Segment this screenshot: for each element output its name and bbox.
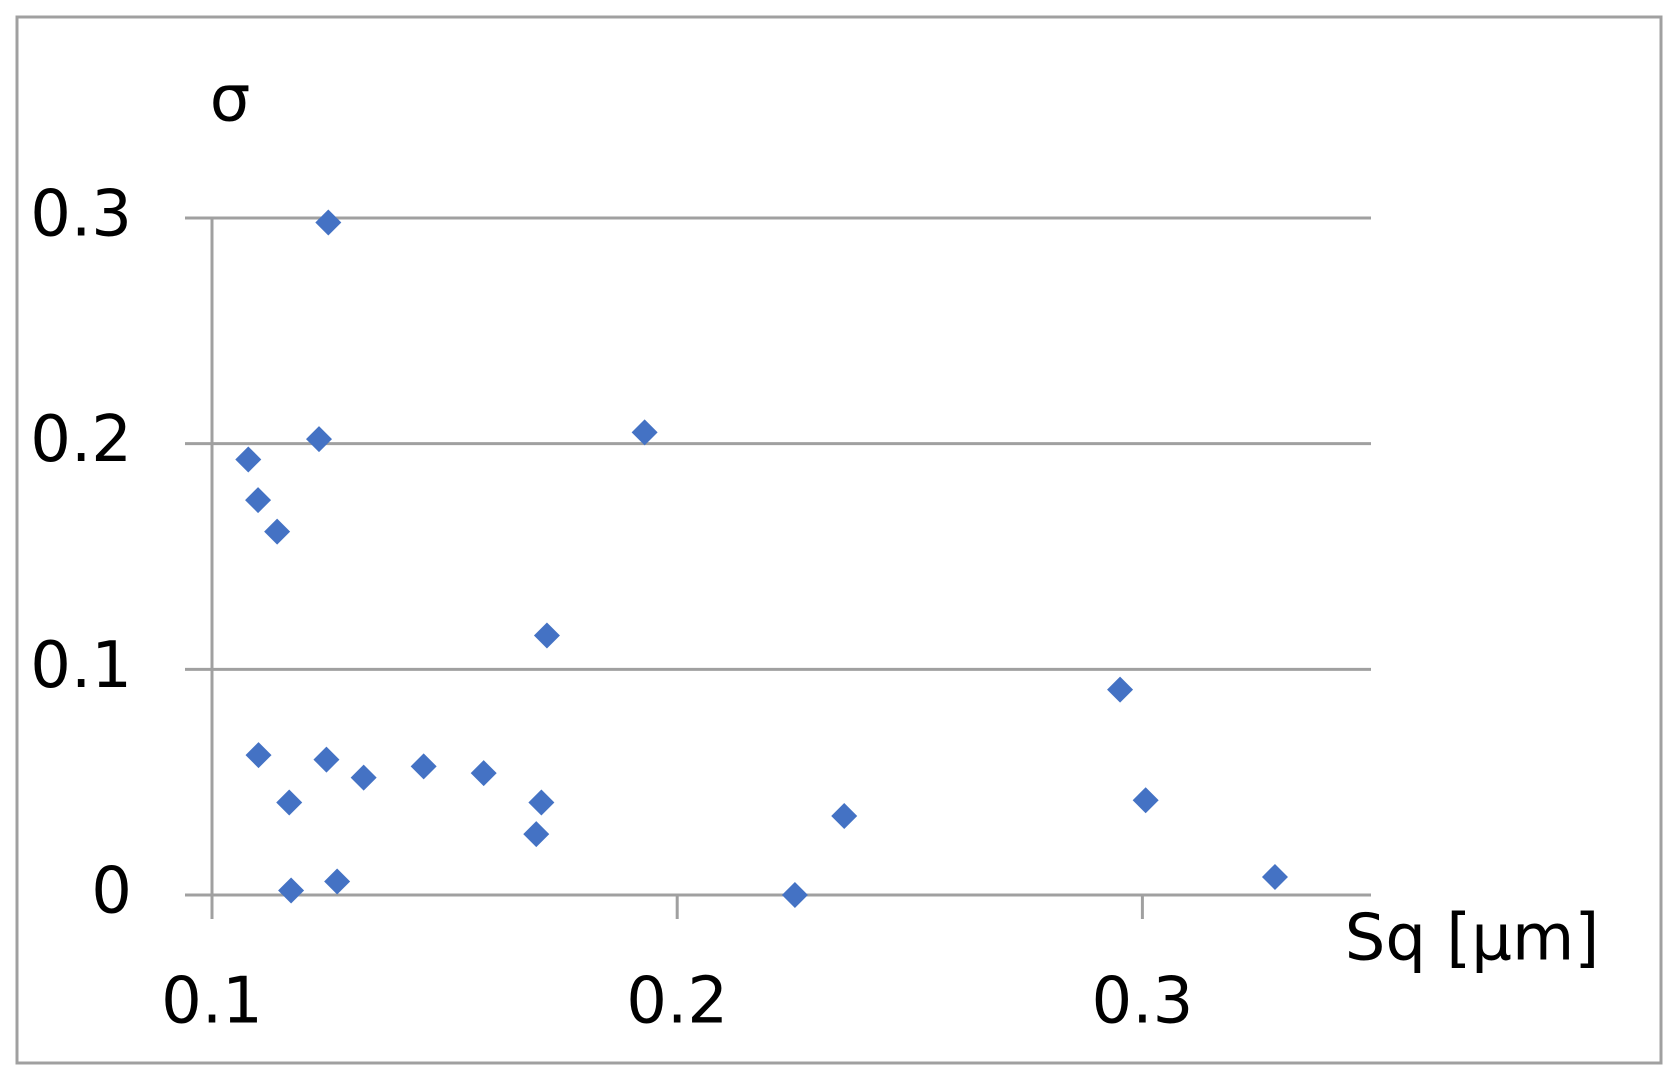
point <box>350 764 377 791</box>
x-tick-label: 0.1 <box>161 965 263 1039</box>
point <box>533 622 560 649</box>
point <box>410 753 437 780</box>
y-axis-label: σ <box>210 63 251 137</box>
x-axis-label: Sq [µm] <box>1345 902 1600 976</box>
point <box>1132 787 1159 814</box>
point <box>245 487 272 514</box>
point <box>264 518 291 545</box>
point <box>523 821 550 848</box>
point <box>831 803 858 830</box>
x-tick-label: 0.3 <box>1092 965 1194 1039</box>
point <box>1261 863 1288 890</box>
point <box>528 789 555 816</box>
y-tick-label: 0.3 <box>30 178 132 252</box>
point <box>235 446 262 473</box>
x-tick-label: 0.2 <box>626 965 728 1039</box>
y-tick-label: 0 <box>91 855 132 929</box>
point <box>1107 676 1134 703</box>
point <box>781 882 808 908</box>
point <box>313 746 340 773</box>
point <box>470 760 497 787</box>
point <box>315 209 342 236</box>
y-tick-label: 0.1 <box>30 629 132 703</box>
point <box>324 868 351 895</box>
point <box>276 789 303 816</box>
y-tick-label: 0.2 <box>30 403 132 477</box>
point <box>245 742 272 769</box>
point <box>278 877 305 904</box>
point <box>305 426 332 453</box>
point <box>631 419 658 446</box>
